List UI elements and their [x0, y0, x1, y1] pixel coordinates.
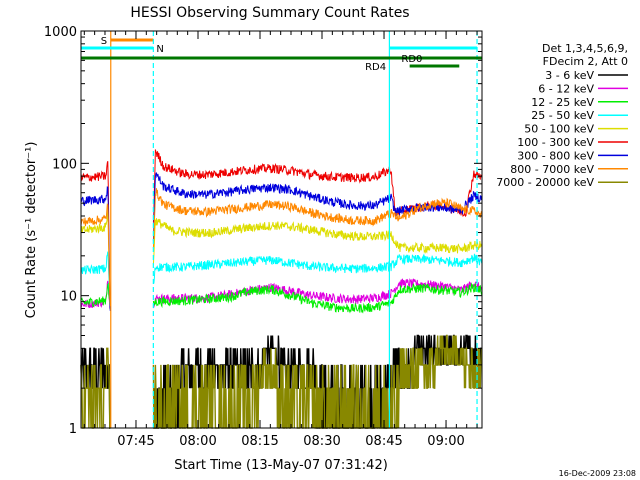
attenuator-label: S [101, 36, 107, 47]
axis-layer: 07:45 08:00 08:15 08:30 08:45 09:00 1 10 100 1000 [44, 25, 482, 449]
x-tick-label: 07:45 [117, 434, 154, 449]
y-tick-label: 1000 [44, 25, 77, 40]
legend-item-label: 800 - 7000 keV [510, 163, 594, 176]
legend-item-label: 3 - 6 keV [545, 69, 594, 82]
legend-item: 800 - 7000 keV [510, 163, 628, 176]
generation-timestamp: 16-Dec-2009 23:08 [559, 469, 636, 478]
series-8 [80, 188, 483, 307]
series-5 [80, 208, 483, 309]
legend-item-label: 300 - 800 keV [517, 149, 594, 162]
x-tick-label: 08:00 [179, 434, 216, 449]
series-4 [80, 251, 483, 308]
legend-item: 25 - 50 keV [531, 109, 628, 122]
x-tick-label: 08:15 [241, 434, 278, 449]
series-line [80, 251, 483, 308]
legend-item: 6 - 12 keV [538, 82, 628, 95]
series-7 [80, 172, 483, 312]
series-line [80, 188, 483, 307]
chart-title: HESSI Observing Summary Count Rates [130, 5, 409, 21]
series-line [80, 208, 483, 309]
series-line [80, 172, 483, 312]
legend-header-line-1: Det 1,3,4,5,6,9, [542, 42, 628, 55]
legend-header-line-2: FDecim 2, Att 0 [543, 55, 628, 68]
legend-item-label: 12 - 25 keV [531, 96, 594, 109]
marker-layer: S N RD4 RD0 [81, 31, 482, 428]
legend-item-label: 100 - 300 keV [517, 136, 594, 149]
legend-item-label: 7000 - 20000 keV [496, 176, 594, 189]
legend-item: 100 - 300 keV [517, 136, 628, 149]
y-tick-label: 10 [60, 290, 77, 305]
legend-item-label: 6 - 12 keV [538, 82, 594, 95]
x-tick-label: 09:00 [427, 434, 464, 449]
series-line [80, 282, 483, 314]
legend-item: 12 - 25 keV [531, 96, 628, 109]
y-axis-label: Count Rate (s⁻¹ detector⁻¹) [24, 142, 39, 319]
legend-item-label: 50 - 100 keV [524, 123, 594, 136]
x-tick-label: 08:45 [365, 434, 402, 449]
x-axis-label: Start Time (13-May-07 07:31:42) [174, 458, 388, 473]
decimation-label-rd4: RD4 [365, 62, 386, 73]
night-label: N [156, 44, 163, 55]
series-3 [80, 282, 483, 314]
x-tick-label: 08:30 [303, 434, 340, 449]
legend-item: 50 - 100 keV [524, 123, 628, 136]
legend-item: 3 - 6 keV [545, 69, 628, 82]
legend-item-label: 25 - 50 keV [531, 109, 594, 122]
decimation-label-rd0: RD0 [401, 54, 422, 65]
legend-item: 7000 - 20000 keV [496, 176, 628, 189]
legend-item: 300 - 800 keV [517, 149, 628, 162]
plot-frame [80, 30, 483, 429]
y-tick-label: 100 [52, 157, 77, 172]
y-tick-label: 1 [69, 422, 77, 437]
